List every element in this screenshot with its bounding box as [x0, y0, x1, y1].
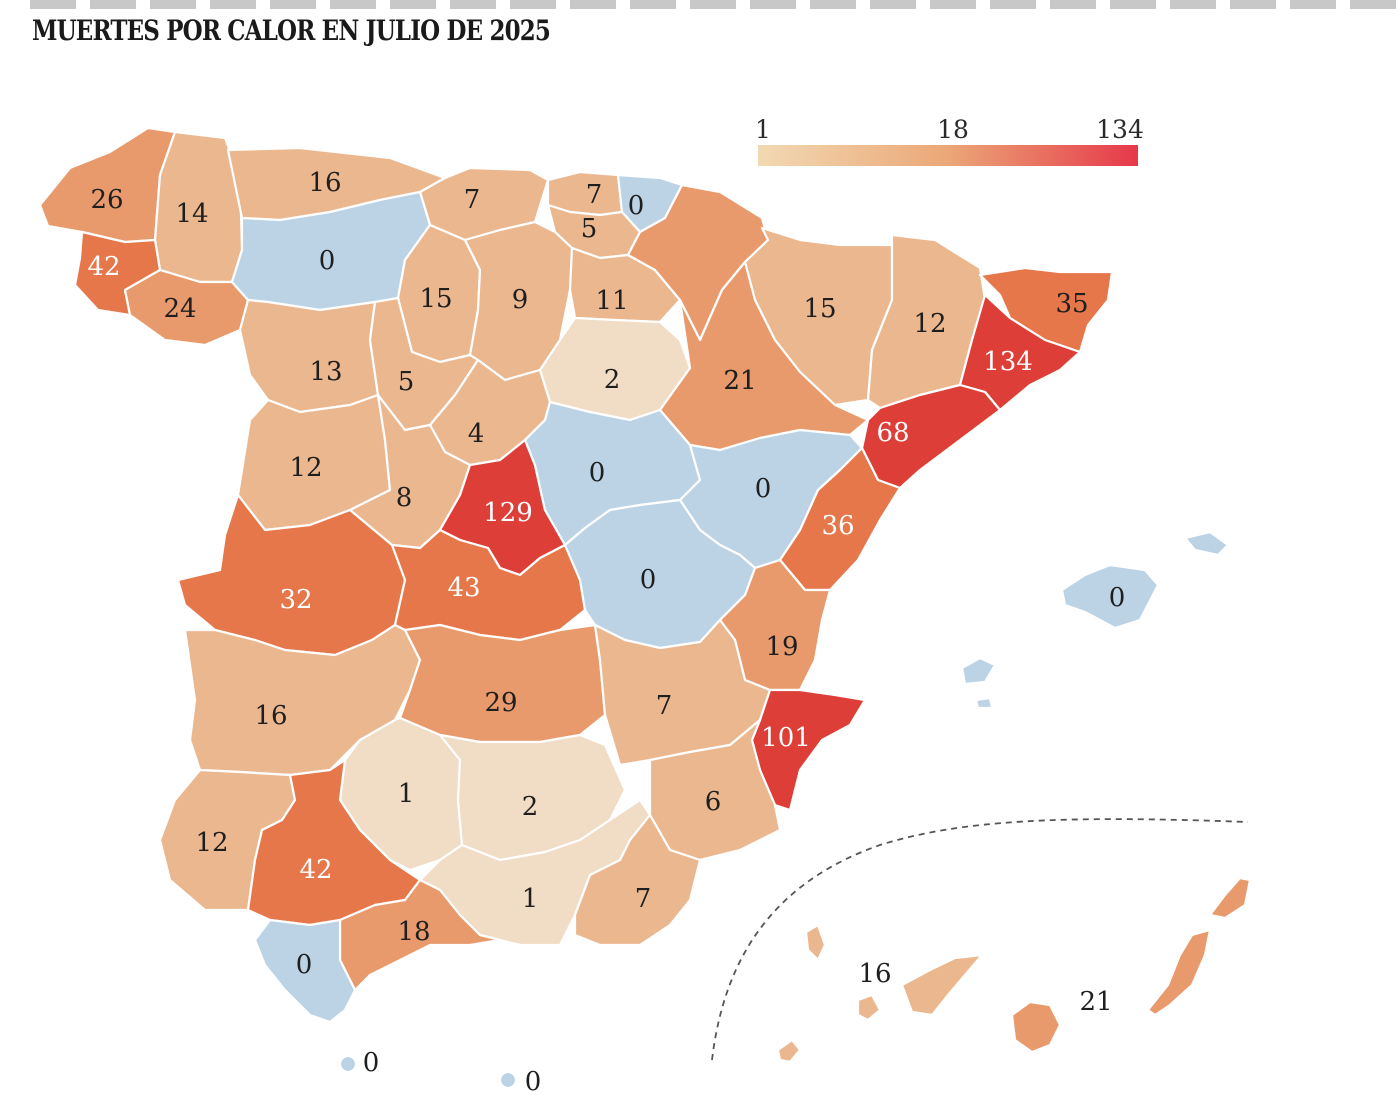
- province-value-label: 16: [254, 701, 287, 731]
- province-value-label: 1: [398, 779, 415, 809]
- province-value-label: 26: [90, 185, 123, 215]
- province-shape: [900, 953, 984, 1017]
- province-value-label: 7: [635, 884, 652, 914]
- province-value-label: 21: [723, 366, 756, 396]
- province-value-label: 5: [398, 367, 415, 397]
- map-title: MUERTES POR CALOR EN JULIO DE 2025: [32, 14, 551, 47]
- province-value-label: 19: [765, 632, 798, 662]
- province-shape: [253, 918, 357, 1024]
- province-value-label: 2: [604, 365, 621, 395]
- province-value-label: 15: [803, 294, 836, 324]
- province-value-label: 35: [1055, 289, 1088, 319]
- province-value-label: 42: [299, 855, 332, 885]
- province-value-label: 12: [289, 453, 322, 483]
- province-value-label: 12: [195, 828, 228, 858]
- province-shape: [804, 923, 827, 962]
- province-value-label: 5: [581, 214, 598, 244]
- province-value-label: 129: [483, 498, 533, 528]
- province-shape: [1010, 1000, 1062, 1054]
- province-value-label: 9: [512, 285, 529, 315]
- province-value-label: 0: [1109, 583, 1126, 613]
- province-shape: [498, 1070, 518, 1090]
- province-shape: [1146, 928, 1212, 1017]
- province-value-label: 8: [396, 483, 413, 513]
- province-value-label: 16: [858, 959, 891, 989]
- province-shape: [978, 266, 1114, 354]
- province-shape: [238, 298, 380, 414]
- province-value-label: 4: [468, 419, 485, 449]
- province-value-label: 1: [522, 884, 539, 914]
- province-value-label: 0: [319, 246, 336, 276]
- province-shape: [860, 383, 1002, 490]
- province-value-label: 42: [87, 252, 120, 282]
- legend-mid-label: 18: [937, 115, 969, 144]
- province-shapes: [38, 126, 1252, 1090]
- province-shape: [856, 993, 882, 1022]
- province-value-label: 16: [308, 168, 341, 198]
- province-value-label: 32: [279, 585, 312, 615]
- province-value-label: 7: [464, 185, 481, 215]
- province-value-label: 12: [913, 309, 946, 339]
- province-value-label: 2: [522, 792, 539, 822]
- province-shape: [1208, 876, 1252, 920]
- province-value-label: 13: [309, 357, 342, 387]
- province-value-label: 0: [640, 565, 657, 595]
- province-value-label: 68: [876, 418, 909, 448]
- province-value-label: 24: [163, 294, 196, 324]
- province-value-label: 6: [705, 787, 722, 817]
- province-shape: [958, 293, 1082, 412]
- legend-gradient-bar: [758, 145, 1138, 166]
- province-shape: [398, 623, 607, 744]
- province-value-label: 0: [755, 474, 772, 504]
- province-value-label: 21: [1079, 987, 1112, 1017]
- province-shape: [338, 1054, 358, 1074]
- province-shape: [778, 446, 902, 592]
- province-value-labels: 26 14 42 24 16 7 7 0 5 0 15 9 11 21 15 1…: [87, 168, 1125, 1097]
- province-value-label: 0: [525, 1067, 542, 1097]
- province-value-label: 0: [589, 458, 606, 488]
- province-value-label: 36: [821, 511, 854, 541]
- province-shape: [974, 696, 994, 710]
- province-shape: [776, 1038, 802, 1064]
- province-value-label: 0: [296, 950, 313, 980]
- province-value-label: 29: [484, 688, 517, 718]
- province-shape: [1060, 563, 1160, 630]
- province-value-label: 43: [447, 573, 480, 603]
- province-value-label: 7: [586, 180, 603, 210]
- province-value-label: 11: [595, 286, 628, 316]
- legend-max-label: 134: [1096, 115, 1144, 144]
- province-value-label: 134: [983, 347, 1033, 377]
- province-shape: [960, 656, 997, 686]
- province-shape: [1183, 530, 1230, 557]
- province-value-label: 0: [628, 191, 645, 221]
- province-shape: [573, 813, 702, 947]
- cropped-header-text: [30, 0, 1400, 9]
- province-value-label: 21: [723, 366, 756, 396]
- province-value-label: 14: [175, 199, 208, 229]
- canary-inset-border: [711, 818, 1249, 1061]
- legend-min-label: 1: [755, 115, 771, 144]
- province-value-label: 15: [419, 284, 452, 314]
- province-value-label: 7: [656, 691, 673, 721]
- province-shape: [338, 878, 502, 992]
- province-shape: [568, 246, 682, 324]
- province-value-label: 101: [761, 723, 811, 753]
- color-scale-legend: 1 18 134: [755, 115, 1144, 166]
- province-value-label: 18: [397, 917, 430, 947]
- province-value-label: 0: [363, 1048, 380, 1078]
